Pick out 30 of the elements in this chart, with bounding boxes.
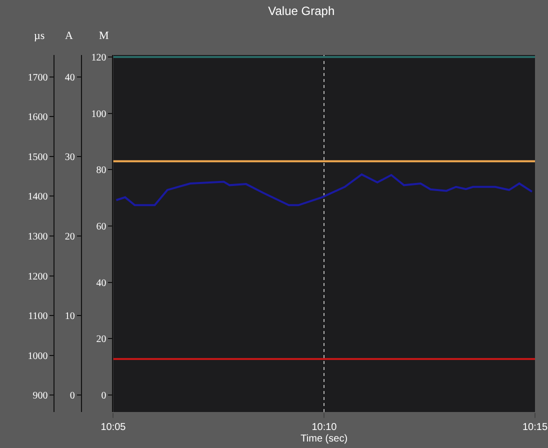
y3-tick-label: 1500 <box>28 152 48 163</box>
y3-tick-label: 1400 <box>28 192 48 203</box>
y3-tick-label: 1200 <box>28 271 48 282</box>
y-axis-title: M <box>99 30 109 42</box>
y3-tick-label: 900 <box>32 390 48 402</box>
y-tick-label: 20 <box>96 334 106 346</box>
y3-axis-title: µs <box>34 30 45 42</box>
y-tick-label: 80 <box>96 165 106 176</box>
x-tick-label: 10:05 <box>100 422 126 433</box>
chart-title: Value Graph <box>268 4 335 18</box>
x-tick-label: 10:15 <box>522 422 548 433</box>
y-tick-label: 0 <box>101 390 106 402</box>
x-tick-label: 10:10 <box>312 422 338 433</box>
y-tick-label: 100 <box>91 108 106 120</box>
y2-tick-label: 20 <box>64 232 75 243</box>
y2-tick-label: 0 <box>70 390 75 402</box>
y3-tick-label: 1600 <box>28 112 48 124</box>
y3-tick-label: 1100 <box>28 311 48 322</box>
y2-tick-label: 30 <box>64 152 75 164</box>
y3-tick-label: 1700 <box>28 72 48 84</box>
line-series <box>115 173 533 206</box>
y-tick-label: 40 <box>96 278 106 289</box>
x-axis-title: Time (sec) <box>300 434 348 444</box>
y3-tick-label: 1000 <box>28 350 48 362</box>
y-tick-label: 120 <box>91 52 106 64</box>
y-tick-label: 60 <box>96 222 106 233</box>
y3-tick-label: 1300 <box>28 231 48 242</box>
y2-tick-label: 40 <box>64 72 75 84</box>
y2-axis-title: A <box>65 30 73 42</box>
y2-tick-label: 10 <box>64 311 75 322</box>
